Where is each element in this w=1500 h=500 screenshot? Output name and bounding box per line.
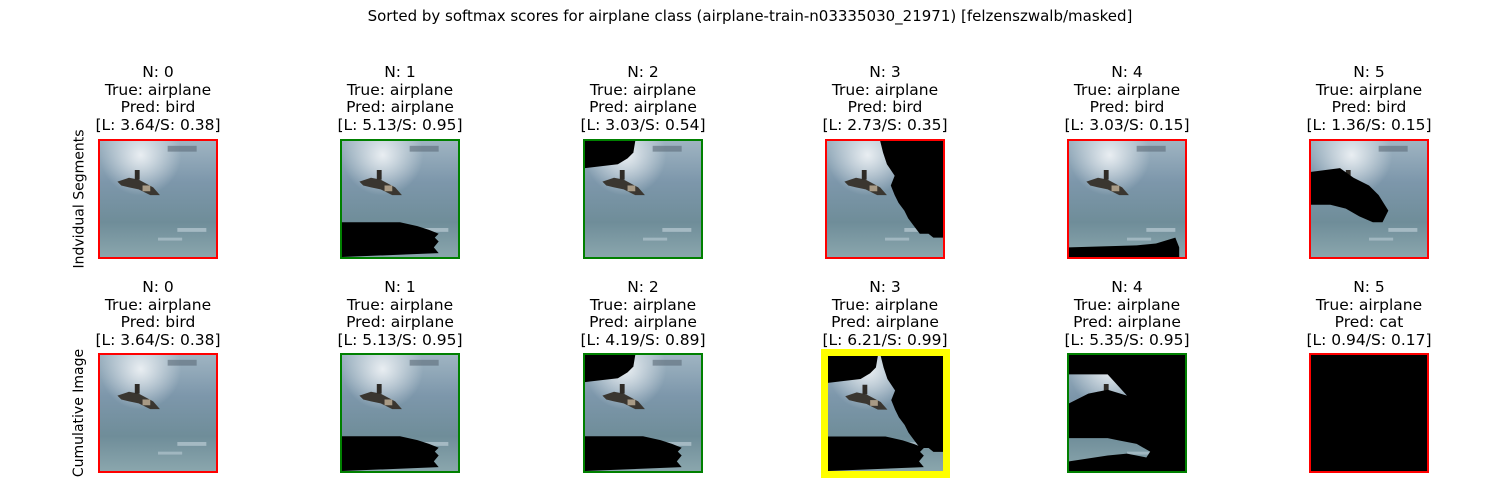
segment-thumbnail (340, 139, 460, 259)
panel-pred-label: Pred: bird (120, 313, 196, 331)
cumulative-panel-0: N: 0 True: airplane Pred: bird [L: 3.64/S: … (58, 278, 258, 349)
airplane-image (1069, 355, 1185, 471)
panel-pred-label: Pred: cat (1334, 313, 1404, 331)
row-label-cumulative-image: Cumulative Image (71, 348, 88, 478)
panel-true-label: True: airplane (831, 295, 939, 314)
airplane-image (827, 355, 943, 471)
segment-thumbnail (1067, 353, 1187, 473)
panel-pred-label: Pred: airplane (346, 98, 454, 116)
panel-score-label: [L: 5.35/S: 0.95] (1064, 330, 1190, 349)
airplane-image (100, 141, 216, 257)
segment-panel-5: N: 5 True: airplane Pred: bird [L: 1.36/S: … (1269, 63, 1469, 134)
cumulative-panel-2: N: 2 True: airplane Pred: airplane [L: 4.19… (543, 278, 743, 349)
segment-thumbnail (1309, 353, 1429, 473)
airplane-image (100, 355, 216, 471)
airplane-image (1069, 141, 1185, 257)
panel-true-label: True: airplane (104, 295, 212, 314)
panel-true-label: True: airplane (589, 295, 697, 314)
airplane-image (1311, 355, 1427, 471)
panel-true-label: True: airplane (104, 80, 212, 99)
panel-true-label: True: airplane (1315, 80, 1423, 99)
panel-n-label: N: 0 (142, 278, 174, 296)
segment-thumbnail (825, 139, 945, 259)
panel-score-label: [L: 3.64/S: 0.38] (95, 115, 221, 134)
panel-score-label: [L: 5.13/S: 0.95] (337, 115, 463, 134)
panel-n-label: N: 3 (869, 63, 901, 81)
row-label-individual-segments: Indvidual Segments (71, 129, 88, 269)
segment-panel-4: N: 4 True: airplane Pred: bird [L: 3.03/S: … (1027, 63, 1227, 134)
airplane-image (1311, 141, 1427, 257)
panel-n-label: N: 2 (627, 63, 659, 81)
cumulative-panel-1: N: 1 True: airplane Pred: airplane [L: 5.13… (300, 278, 500, 349)
panel-true-label: True: airplane (346, 295, 454, 314)
panel-n-label: N: 4 (1111, 63, 1143, 81)
segment-panel-0: N: 0 True: airplane Pred: bird [L: 3.64/S: … (58, 63, 258, 134)
airplane-image (585, 141, 701, 257)
cumulative-panel-5: N: 5 True: airplane Pred: cat [L: 0.94/S: 0… (1269, 278, 1469, 349)
segment-thumbnail (1309, 139, 1429, 259)
panel-n-label: N: 1 (384, 63, 416, 81)
segment-thumbnail (98, 139, 218, 259)
panel-n-label: N: 5 (1353, 278, 1385, 296)
segment-thumbnail (340, 353, 460, 473)
segment-panel-2: N: 2 True: airplane Pred: airplane [L: 3.03… (543, 63, 743, 134)
segment-thumbnail (583, 139, 703, 259)
airplane-image (342, 141, 458, 257)
panel-pred-label: Pred: airplane (589, 98, 697, 116)
panel-n-label: N: 2 (627, 278, 659, 296)
panel-n-label: N: 5 (1353, 63, 1385, 81)
segment-panel-3: N: 3 True: airplane Pred: bird [L: 2.73/S: … (785, 63, 985, 134)
panel-true-label: True: airplane (831, 80, 939, 99)
panel-score-label: [L: 3.03/S: 0.54] (580, 115, 706, 134)
panel-score-label: [L: 6.21/S: 0.99] (822, 330, 948, 349)
panel-n-label: N: 0 (142, 63, 174, 81)
segment-thumbnail (820, 348, 950, 478)
panel-true-label: True: airplane (1073, 295, 1181, 314)
panel-true-label: True: airplane (1315, 295, 1423, 314)
cumulative-panel-3: N: 3 True: airplane Pred: airplane [L: 6.21… (785, 278, 985, 349)
segment-thumbnail (1067, 139, 1187, 259)
panel-score-label: [L: 2.73/S: 0.35] (822, 115, 948, 134)
segment-panel-1: N: 1 True: airplane Pred: airplane [L: 5.13… (300, 63, 500, 134)
panel-pred-label: Pred: airplane (589, 313, 697, 331)
panel-pred-label: Pred: bird (1331, 98, 1407, 116)
cumulative-panel-4: N: 4 True: airplane Pred: airplane [L: 5.35… (1027, 278, 1227, 349)
airplane-image (827, 141, 943, 257)
airplane-image (585, 355, 701, 471)
panel-pred-label: Pred: bird (120, 98, 196, 116)
panel-pred-label: Pred: airplane (831, 313, 939, 331)
segment-thumbnail (583, 353, 703, 473)
panel-pred-label: Pred: bird (1089, 98, 1165, 116)
panel-n-label: N: 4 (1111, 278, 1143, 296)
panel-true-label: True: airplane (589, 80, 697, 99)
panel-true-label: True: airplane (1073, 80, 1181, 99)
panel-pred-label: Pred: airplane (346, 313, 454, 331)
panel-score-label: [L: 3.03/S: 0.15] (1064, 115, 1190, 134)
panel-n-label: N: 1 (384, 278, 416, 296)
figure-title: Sorted by softmax scores for airplane cl… (367, 7, 1133, 25)
panel-n-label: N: 3 (869, 278, 901, 296)
panel-true-label: True: airplane (346, 80, 454, 99)
airplane-image (342, 355, 458, 471)
segment-thumbnail (98, 353, 218, 473)
panel-pred-label: Pred: airplane (1073, 313, 1181, 331)
panel-score-label: [L: 3.64/S: 0.38] (95, 330, 221, 349)
panel-pred-label: Pred: bird (847, 98, 923, 116)
panel-score-label: [L: 5.13/S: 0.95] (337, 330, 463, 349)
panel-score-label: [L: 0.94/S: 0.17] (1306, 330, 1432, 349)
panel-score-label: [L: 1.36/S: 0.15] (1306, 115, 1432, 134)
panel-score-label: [L: 4.19/S: 0.89] (580, 330, 706, 349)
